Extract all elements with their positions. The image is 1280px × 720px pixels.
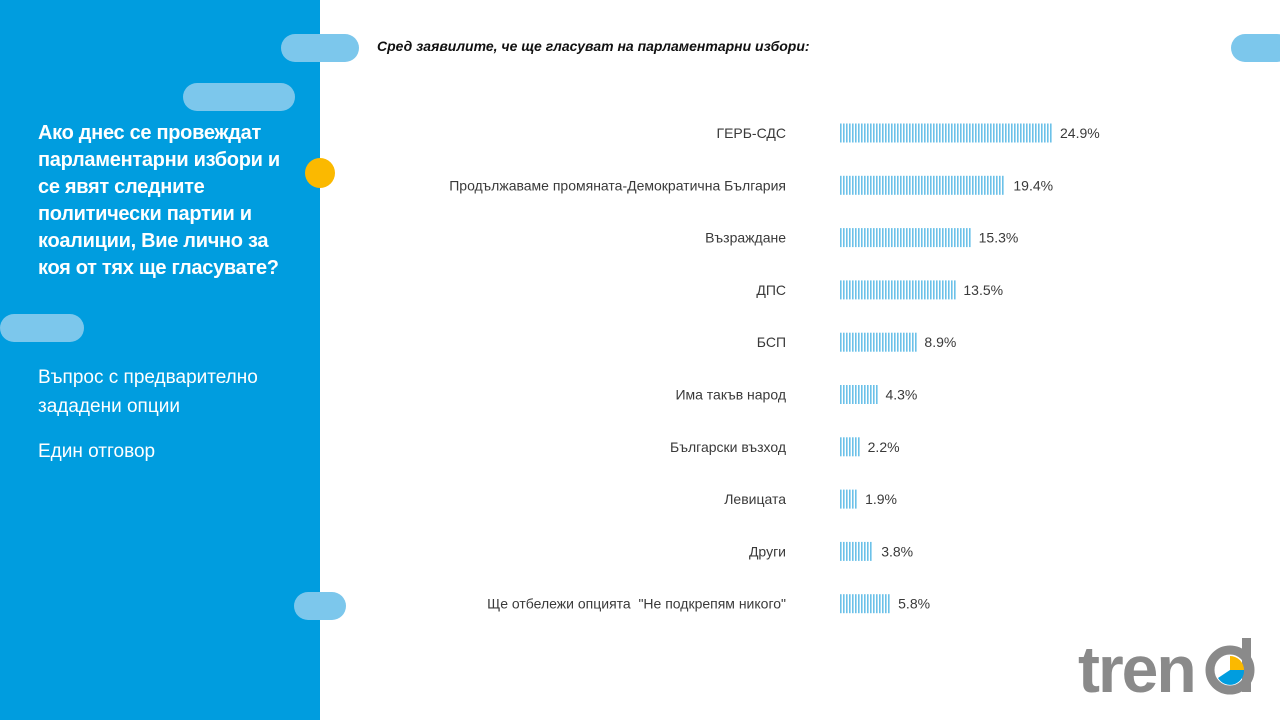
- value-label: 2.2%: [868, 439, 900, 455]
- bar: [840, 594, 890, 614]
- bar: [840, 385, 878, 404]
- value-label: 5.8%: [898, 596, 930, 612]
- bar: [840, 228, 971, 248]
- bar: [840, 175, 1004, 195]
- category-label: Възраждане: [705, 230, 786, 246]
- bar: [840, 332, 917, 352]
- survey-question: Ако днес се провеждат парламентарни избо…: [38, 122, 280, 279]
- category-label: Български възход: [670, 439, 786, 455]
- category-label: ГЕРБ-СДС: [716, 125, 786, 141]
- bar: [840, 123, 1052, 143]
- value-label: 13.5%: [963, 282, 1003, 298]
- decor-pill: [183, 83, 295, 111]
- decor-dot: [305, 158, 335, 188]
- decor-pill: [281, 34, 359, 62]
- category-label: БСП: [757, 334, 786, 350]
- bar: [840, 437, 860, 457]
- bar: [840, 541, 872, 561]
- bar: [840, 489, 857, 509]
- decor-pill: [1231, 34, 1280, 62]
- value-label: 3.8%: [881, 543, 913, 559]
- decor-pill: [294, 592, 346, 620]
- value-label: 8.9%: [924, 334, 956, 350]
- chart-title: Сред заявилите, че ще гласуват на парлам…: [377, 38, 810, 54]
- category-label: ДПС: [756, 282, 786, 298]
- bar: [840, 280, 956, 300]
- category-label: Други: [749, 543, 786, 559]
- answer-type-note: Един отговор: [38, 441, 156, 462]
- trend-logo: tren: [1078, 634, 1255, 700]
- category-label: Има такъв народ: [675, 387, 786, 403]
- value-label: 4.3%: [885, 387, 917, 403]
- category-label: Ще отбележи опцията "Не подкрепям никого…: [487, 596, 786, 612]
- decor-pill: [0, 314, 84, 342]
- question-type-note: Въпрос с предварително зададени опции: [38, 367, 258, 417]
- sidebar: [0, 0, 320, 720]
- svg-text:tren: tren: [1078, 634, 1195, 700]
- value-label: 1.9%: [865, 491, 897, 507]
- category-label: Продължаваме промяната-Демократична Бълг…: [449, 177, 786, 193]
- value-label: 15.3%: [979, 230, 1019, 246]
- value-label: 19.4%: [1013, 177, 1053, 193]
- category-label: Левицата: [724, 491, 786, 507]
- value-label: 24.9%: [1060, 125, 1100, 141]
